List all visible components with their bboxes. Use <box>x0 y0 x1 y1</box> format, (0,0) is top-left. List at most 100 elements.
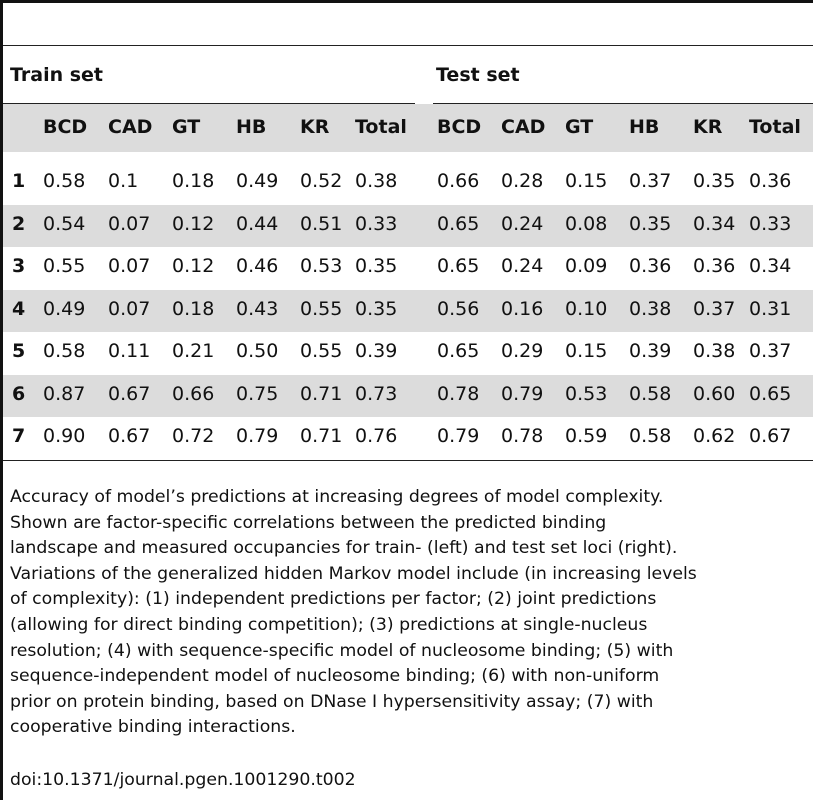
table-cell-test: 0.34 <box>693 213 736 235</box>
table-cell-train: 0.33 <box>355 213 398 235</box>
caption-line: cooperative binding interactions. <box>10 717 296 738</box>
column-header-train-hb: HB <box>236 116 267 138</box>
table-cell-train: 0.35 <box>355 255 398 277</box>
table-cell-train: 0.38 <box>355 170 398 192</box>
table-cell-test: 0.36 <box>629 255 672 277</box>
table-cell-train: 0.35 <box>355 298 398 320</box>
table-cell-train: 0.54 <box>43 213 86 235</box>
table-cell-train: 0.12 <box>172 255 215 277</box>
table-cell-test: 0.79 <box>501 383 544 405</box>
caption-line: of complexity): (1) independent predicti… <box>10 589 657 610</box>
table-cell-test: 0.37 <box>629 170 672 192</box>
column-header-train-kr: KR <box>300 116 330 138</box>
row-label: 6 <box>12 383 26 405</box>
group-header-test: Test set <box>436 64 520 86</box>
table-cell-test: 0.58 <box>629 383 672 405</box>
row-label: 7 <box>12 425 26 447</box>
caption-line: sequence-independent model of nucleosome… <box>10 666 660 687</box>
caption-line: prior on protein binding, based on DNase… <box>10 691 654 712</box>
table-cell-train: 0.51 <box>300 213 343 235</box>
column-header-train-gt: GT <box>172 116 201 138</box>
table-caption: Accuracy of model’s predictions at incre… <box>10 485 810 741</box>
left-border <box>0 0 3 800</box>
table-cell-test: 0.65 <box>437 213 480 235</box>
row-label: 3 <box>12 255 26 277</box>
caption-line: Variations of the generalized hidden Mar… <box>10 563 697 584</box>
table-cell-test: 0.78 <box>501 425 544 447</box>
table-cell-train: 0.50 <box>236 340 279 362</box>
column-header-test-kr: KR <box>693 116 723 138</box>
group-rule-train <box>3 103 415 104</box>
table-cell-train: 0.12 <box>172 213 215 235</box>
table-cell-test: 0.33 <box>749 213 792 235</box>
table-cell-test: 0.58 <box>629 425 672 447</box>
table-cell-train: 0.90 <box>43 425 86 447</box>
table-cell-test: 0.53 <box>565 383 608 405</box>
table-cell-test: 0.08 <box>565 213 608 235</box>
column-header-test-total: Total <box>749 116 801 138</box>
table-cell-train: 0.67 <box>108 383 151 405</box>
header-rule <box>3 45 813 46</box>
table-cell-train: 0.49 <box>236 170 279 192</box>
table-cell-train: 0.07 <box>108 213 151 235</box>
table-cell-train: 0.18 <box>172 170 215 192</box>
table-cell-test: 0.66 <box>437 170 480 192</box>
table-cell-test: 0.65 <box>749 383 792 405</box>
caption-line: Accuracy of model’s predictions at incre… <box>10 487 664 507</box>
table-cell-test: 0.38 <box>629 298 672 320</box>
row-label: 4 <box>12 298 26 320</box>
row-label: 1 <box>12 170 26 192</box>
table-cell-test: 0.24 <box>501 213 544 235</box>
row-band-2 <box>3 205 813 247</box>
column-header-test-bcd: BCD <box>437 116 482 138</box>
table-cell-train: 0.43 <box>236 298 279 320</box>
table-cell-test: 0.28 <box>501 170 544 192</box>
table-cell-test: 0.37 <box>749 340 792 362</box>
table-cell-train: 0.71 <box>300 383 343 405</box>
table-cell-test: 0.39 <box>629 340 672 362</box>
column-header-test-cad: CAD <box>501 116 546 138</box>
table-cell-test: 0.29 <box>501 340 544 362</box>
caption-line: (allowing for direct binding competition… <box>10 614 648 635</box>
group-header-train: Train set <box>10 64 103 86</box>
column-header-test-gt: GT <box>565 116 594 138</box>
table-cell-test: 0.60 <box>693 383 736 405</box>
table-cell-train: 0.39 <box>355 340 398 362</box>
table-cell-test: 0.09 <box>565 255 608 277</box>
row-label: 2 <box>12 213 26 235</box>
table-cell-train: 0.07 <box>108 298 151 320</box>
table-cell-train: 0.72 <box>172 425 215 447</box>
table-cell-train: 0.73 <box>355 383 398 405</box>
table-cell-test: 0.10 <box>565 298 608 320</box>
table-cell-train: 0.79 <box>236 425 279 447</box>
table-cell-test: 0.67 <box>749 425 792 447</box>
doi-link[interactable]: doi:10.1371/journal.pgen.1001290.t002 <box>10 770 356 790</box>
table-cell-test: 0.15 <box>565 340 608 362</box>
caption-line: landscape and measured occupancies for t… <box>10 538 678 559</box>
table-cell-train: 0.58 <box>43 340 86 362</box>
table-cell-train: 0.53 <box>300 255 343 277</box>
table-cell-train: 0.21 <box>172 340 215 362</box>
column-header-band <box>3 104 813 152</box>
table-cell-test: 0.34 <box>749 255 792 277</box>
table-cell-train: 0.76 <box>355 425 398 447</box>
table-cell-train: 0.07 <box>108 255 151 277</box>
row-band-4 <box>3 290 813 332</box>
table-cell-test: 0.78 <box>437 383 480 405</box>
table-cell-test: 0.35 <box>693 170 736 192</box>
table-cell-test: 0.38 <box>693 340 736 362</box>
table-cell-test: 0.31 <box>749 298 792 320</box>
table-cell-test: 0.36 <box>749 170 792 192</box>
table-cell-test: 0.65 <box>437 340 480 362</box>
table-cell-test: 0.65 <box>437 255 480 277</box>
caption-line: resolution; (4) with sequence-specific m… <box>10 640 674 661</box>
table-cell-test: 0.15 <box>565 170 608 192</box>
column-header-train-bcd: BCD <box>43 116 88 138</box>
table-cell-test: 0.16 <box>501 298 544 320</box>
group-rule-test <box>433 103 813 104</box>
table-cell-test: 0.36 <box>693 255 736 277</box>
column-header-train-cad: CAD <box>108 116 153 138</box>
table-cell-train: 0.1 <box>108 170 139 192</box>
table-cell-test: 0.59 <box>565 425 608 447</box>
table-cell-train: 0.11 <box>108 340 151 362</box>
